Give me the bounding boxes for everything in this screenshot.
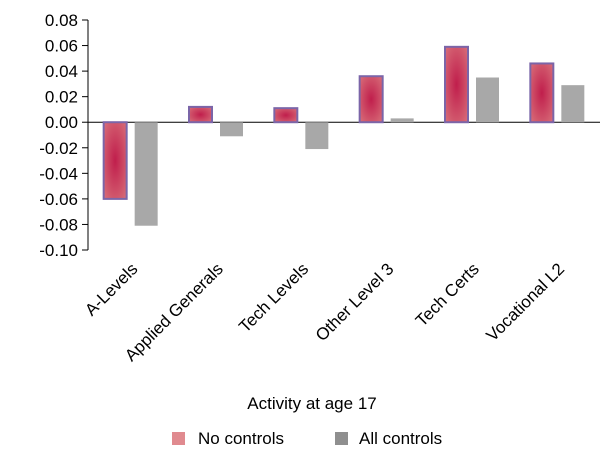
- x-category-label: Other Level 3: [312, 259, 398, 345]
- x-category-label: Tech Levels: [235, 259, 312, 336]
- bar-all-controls: [220, 122, 243, 137]
- y-tick-label: -0.08: [39, 215, 78, 234]
- legend-swatch-no-controls: [172, 432, 185, 445]
- bar-all-controls: [305, 122, 329, 150]
- bar-all-controls: [476, 77, 499, 123]
- y-tick-label: 0.06: [45, 37, 78, 56]
- y-tick-label: -0.02: [39, 139, 78, 158]
- bar-no-controls: [529, 62, 555, 124]
- legend: No controls All controls: [172, 429, 442, 448]
- legend-label-no-controls: No controls: [198, 429, 284, 448]
- bar-all-controls: [134, 122, 158, 226]
- bar-no-controls: [188, 105, 213, 124]
- bar-no-controls: [358, 75, 384, 124]
- x-category-label: Tech Certs: [412, 259, 483, 330]
- x-axis-title: Activity at age 17: [247, 394, 376, 413]
- bar-all-controls: [561, 85, 585, 123]
- x-category-label: A-Levels: [81, 259, 141, 319]
- bar-no-controls: [102, 121, 128, 200]
- bar-no-controls: [273, 107, 299, 124]
- x-category-label: Vocational L2: [483, 259, 569, 345]
- y-tick-label: 0.02: [45, 88, 78, 107]
- y-tick-label: 0.00: [45, 113, 78, 132]
- y-tick-label: 0.04: [45, 62, 78, 81]
- y-tick-label: 0.08: [45, 11, 78, 30]
- legend-label-all-controls: All controls: [359, 429, 442, 448]
- y-tick-label: -0.10: [39, 241, 78, 260]
- bar-all-controls: [390, 118, 414, 123]
- bar-no-controls: [444, 45, 469, 124]
- y-tick-label: -0.04: [39, 164, 78, 183]
- y-tick-label: -0.06: [39, 190, 78, 209]
- legend-swatch-all-controls: [335, 432, 348, 445]
